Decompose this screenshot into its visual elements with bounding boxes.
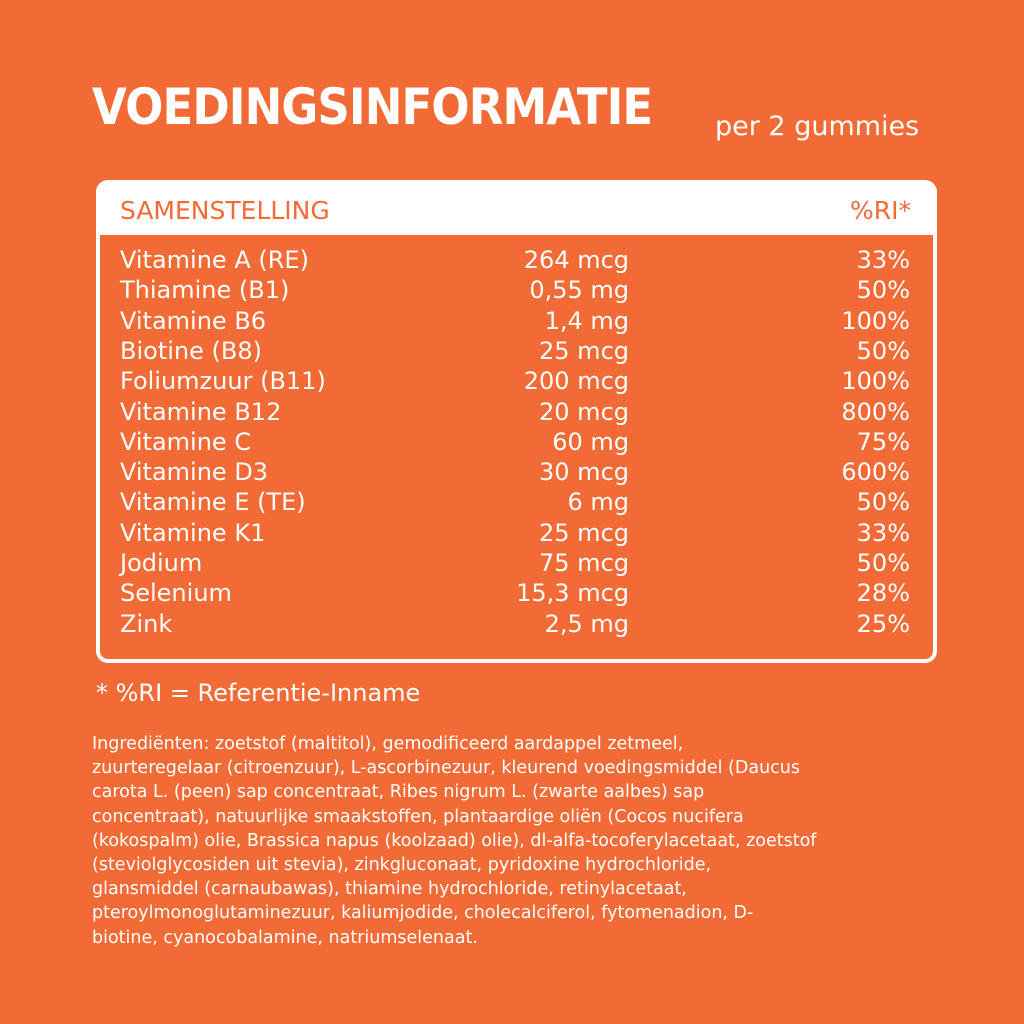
nutrient-ri: 800% — [841, 397, 910, 426]
nutrient-name: Vitamine K1 — [120, 518, 266, 547]
nutrient-name: Vitamine B6 — [120, 306, 267, 335]
table-header: SAMENSTELLING %RI* — [100, 184, 933, 235]
nutrition-table: SAMENSTELLING %RI* Vitamine A (RE) 264 mc… — [96, 180, 937, 663]
nutrient-name: Vitamine B12 — [120, 397, 282, 426]
nutrient-name: Thiamine (B1) — [120, 276, 290, 305]
ingredients-line: glansmiddel (carnaubawas), thiamine hydr… — [92, 879, 687, 900]
nutrient-name: Foliumzuur (B11) — [120, 367, 326, 396]
ingredients-line: Ingrediënten: zoetstof (maltitol), gemod… — [92, 734, 684, 754]
nutrient-amount: 200 mcg — [523, 367, 629, 396]
nutrient-name: Selenium — [120, 579, 232, 608]
nutrient-ri: 50% — [856, 488, 910, 517]
footnote: * %RI = Referentie-Inname — [96, 679, 421, 707]
nutrient-ri: 33% — [856, 518, 910, 547]
nutrient-amount: 25 mcg — [539, 336, 629, 365]
nutrient-ri: 100% — [841, 306, 910, 335]
nutrient-name: Zink — [120, 609, 173, 638]
nutrient-amount: 20 mcg — [539, 397, 629, 426]
ingredients-line: pteroylmonoglutaminezuur, kaliumjodide, … — [92, 903, 754, 924]
ingredients-line: (kokospalm) olie, Brassica napus (koolza… — [92, 830, 817, 851]
nutrient-ri: 100% — [841, 367, 910, 396]
nutrient-amount: 0,55 mg — [529, 276, 629, 305]
subtitle: per 2 gummies — [715, 111, 920, 142]
ingredients: Ingrediënten: zoetstof (maltitol), gemod… — [92, 732, 816, 950]
ingredients-line: biotine, cyanocobalamine, natriumselenaa… — [92, 927, 478, 948]
nutrient-amount: 2,5 mg — [544, 609, 629, 638]
nutrient-ri: 28% — [856, 579, 910, 608]
nutrient-ri: 600% — [841, 458, 910, 487]
nutrient-amount: 30 mcg — [539, 458, 629, 487]
nutrient-name: Vitamine A (RE) — [120, 246, 309, 274]
ingredients-line: (steviolglycosiden uit stevia), zinkgluc… — [92, 855, 712, 876]
nutrient-amount: 15,3 mcg — [516, 579, 629, 608]
nutrient-name: Vitamine C — [120, 427, 252, 456]
nutrient-amount: 6 mg — [567, 488, 629, 517]
nutrient-name: Vitamine D3 — [120, 458, 269, 487]
nutrient-ri: 50% — [856, 336, 910, 365]
ingredients-line: zuurteregelaar (citroenzuur), L-ascorbin… — [92, 758, 800, 779]
nutrient-ri: 50% — [856, 276, 910, 305]
nutrient-ri: 75% — [856, 427, 910, 456]
column-header: %RI* — [850, 196, 911, 225]
ingredients-line: concentraat), natuurlijke smaakstoffen, … — [92, 806, 744, 827]
title: VOEDINGSINFORMATIE — [92, 78, 653, 136]
nutrient-name: Biotine (B8) — [120, 336, 262, 365]
nutrient-amount: 75 mcg — [539, 549, 629, 577]
nutrient-ri: 50% — [856, 549, 910, 577]
nutrient-name: Vitamine E (TE) — [120, 488, 306, 517]
nutrient-amount: 1,4 mg — [544, 306, 629, 335]
nutrient-amount: 60 mg — [552, 427, 629, 456]
nutrient-ri: 25% — [856, 609, 910, 638]
nutrient-amount: 25 mcg — [539, 518, 629, 547]
nutrient-ri: 33% — [856, 246, 910, 274]
column-header: SAMENSTELLING — [120, 196, 330, 225]
nutrient-name: Jodium — [120, 549, 203, 577]
ingredients-line: carota L. (peen) sap concentraat, Ribes … — [92, 782, 705, 803]
nutrient-amount: 264 mcg — [523, 246, 629, 274]
